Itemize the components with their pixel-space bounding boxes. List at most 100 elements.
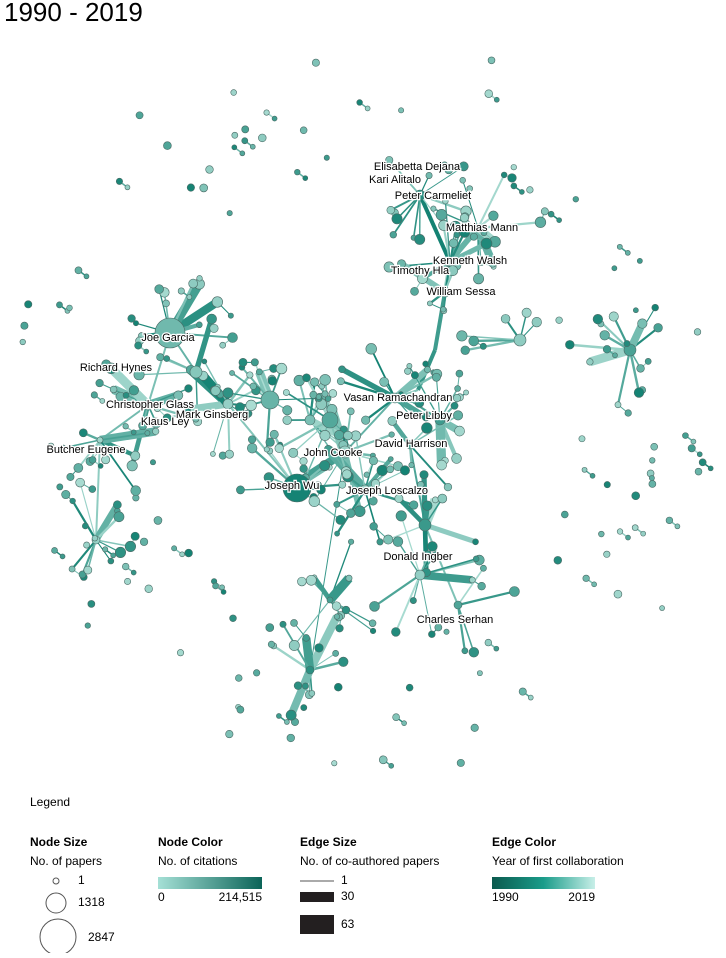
- node: [691, 439, 696, 444]
- node: [617, 529, 623, 535]
- node: [289, 448, 298, 457]
- node: [258, 134, 266, 142]
- node: [457, 759, 464, 766]
- node: [333, 650, 339, 656]
- node: [297, 577, 306, 586]
- node: [604, 551, 610, 557]
- legend: Legend Node Size No. of papers 1 1318 28…: [30, 795, 624, 953]
- node: [131, 486, 141, 496]
- node: [294, 682, 302, 690]
- node: [428, 631, 435, 638]
- legend-subtitle: No. of citations: [158, 854, 237, 868]
- node: [471, 724, 478, 731]
- node: [116, 178, 122, 184]
- node: [320, 374, 331, 385]
- node: [62, 490, 70, 498]
- node: [460, 177, 466, 183]
- node: [625, 410, 632, 417]
- node: [185, 549, 193, 557]
- size-swatch: [53, 878, 59, 884]
- node: [79, 429, 87, 437]
- node: [303, 374, 311, 382]
- node: [202, 359, 207, 364]
- node: [84, 566, 92, 574]
- node: [76, 478, 85, 487]
- node: [638, 319, 648, 329]
- node: [180, 552, 185, 557]
- node: [598, 531, 604, 537]
- node: [354, 506, 365, 517]
- legend-heading: Legend: [30, 795, 70, 809]
- node: [501, 314, 510, 323]
- node: [155, 285, 164, 294]
- node-label: Joe Garcia: [141, 332, 195, 344]
- node: [528, 695, 533, 700]
- node: [614, 590, 622, 598]
- node: [89, 456, 96, 463]
- node: [124, 578, 130, 584]
- node: [242, 138, 248, 144]
- node: [197, 275, 203, 281]
- node: [370, 523, 378, 531]
- node: [196, 322, 202, 328]
- node: [122, 563, 129, 570]
- node: [582, 467, 587, 472]
- node: [612, 266, 617, 271]
- node: [335, 531, 340, 536]
- node: [411, 372, 418, 379]
- node: [454, 601, 462, 609]
- node: [320, 430, 330, 440]
- node: [654, 323, 663, 332]
- node: [92, 536, 98, 542]
- node: [332, 761, 337, 766]
- node: [256, 369, 262, 375]
- node: [189, 279, 198, 288]
- node: [708, 466, 713, 471]
- node: [178, 288, 184, 294]
- node: [100, 398, 105, 403]
- node: [240, 151, 245, 156]
- node: [228, 333, 238, 343]
- node: [590, 473, 595, 478]
- node: [187, 184, 194, 191]
- node: [320, 460, 330, 470]
- node-label: John Cooke: [304, 447, 363, 459]
- node: [280, 621, 286, 627]
- legend-item: 1318: [78, 895, 105, 909]
- legend-max: 214,515: [219, 890, 263, 904]
- node: [334, 683, 342, 691]
- node: [600, 330, 610, 340]
- node: [187, 295, 192, 300]
- node: [432, 497, 438, 503]
- node: [519, 688, 526, 695]
- node: [339, 657, 348, 666]
- node: [272, 116, 277, 121]
- node: [223, 388, 233, 398]
- node: [380, 377, 389, 386]
- node: [461, 346, 470, 355]
- node-label: Matthias Mann: [446, 222, 518, 234]
- node: [339, 481, 346, 488]
- node: [329, 390, 337, 398]
- node: [210, 451, 215, 456]
- node: [231, 90, 237, 96]
- node: [527, 187, 534, 194]
- node: [548, 211, 554, 217]
- node: [212, 297, 223, 308]
- node: [511, 164, 517, 170]
- node: [283, 406, 292, 415]
- node: [370, 601, 380, 611]
- node: [220, 585, 225, 590]
- node: [232, 132, 238, 138]
- node: [70, 498, 76, 504]
- node: [494, 97, 499, 102]
- legend-item: 1: [78, 873, 85, 887]
- node: [291, 619, 298, 626]
- node: [91, 392, 97, 398]
- node: [347, 408, 354, 415]
- node: [593, 314, 603, 324]
- edge: [330, 578, 349, 600]
- node: [522, 308, 531, 317]
- node: [393, 714, 400, 721]
